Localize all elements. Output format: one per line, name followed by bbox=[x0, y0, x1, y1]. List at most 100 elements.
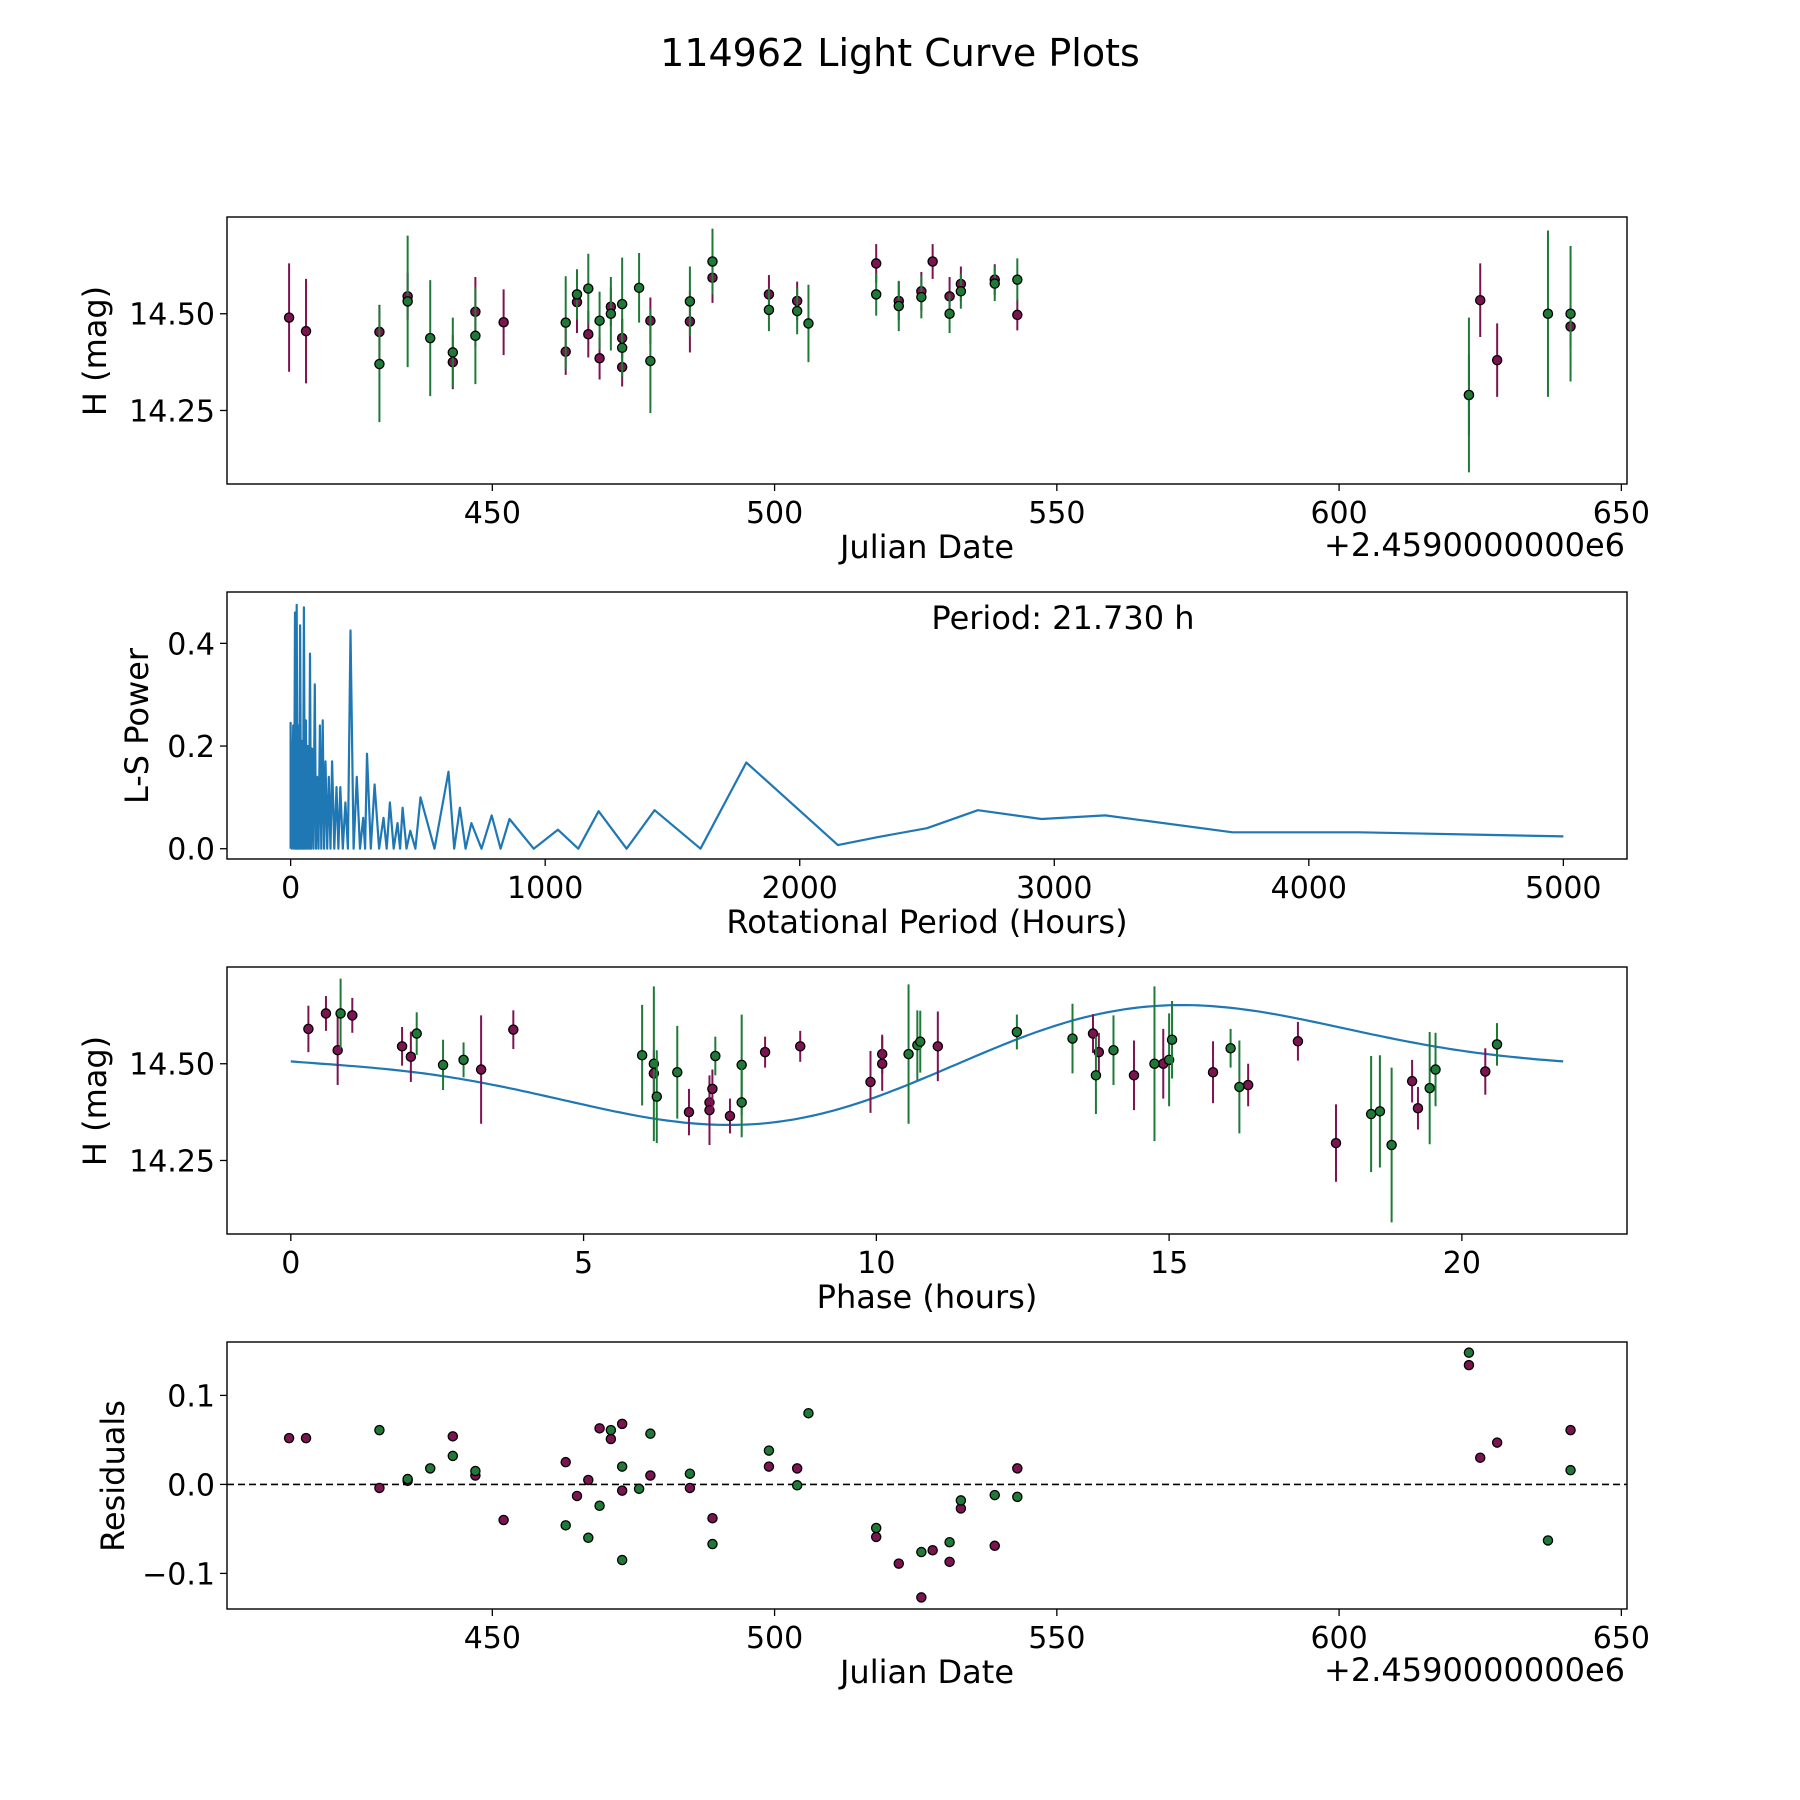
y-tick-label: 14.50 bbox=[129, 1048, 215, 1083]
data-point bbox=[1386, 1139, 1397, 1151]
data-point bbox=[424, 1463, 436, 1474]
data-point bbox=[1542, 308, 1554, 319]
data-point bbox=[1480, 1066, 1491, 1077]
x-tick-label: 5000 bbox=[1525, 871, 1601, 906]
data-point bbox=[283, 312, 295, 323]
data-point bbox=[1491, 1437, 1503, 1448]
data-point bbox=[571, 289, 583, 300]
data-point bbox=[402, 1473, 413, 1485]
data-point bbox=[374, 1482, 385, 1494]
x-tick-label: 2000 bbox=[762, 871, 838, 906]
data-point bbox=[405, 1051, 417, 1063]
data-point bbox=[616, 298, 628, 310]
data-point bbox=[763, 304, 775, 316]
data-point bbox=[707, 1538, 718, 1550]
data-point bbox=[498, 1514, 509, 1526]
phase-fold-panel: Phase (hours) H (mag) 0 5 10 15 20 14.25 14.50 bbox=[76, 966, 1628, 1316]
data-point bbox=[989, 278, 1000, 289]
data-point bbox=[707, 1512, 718, 1524]
data-point bbox=[684, 1468, 696, 1479]
data-point bbox=[763, 1445, 775, 1456]
data-point bbox=[1412, 1102, 1424, 1114]
periodogram-ylabel: L-S Power bbox=[118, 647, 156, 804]
data-point bbox=[759, 1046, 771, 1058]
data-point bbox=[283, 1432, 295, 1444]
data-point bbox=[335, 1008, 346, 1019]
data-point bbox=[1012, 1463, 1023, 1474]
data-point bbox=[1087, 1028, 1099, 1039]
data-point bbox=[794, 1041, 806, 1052]
light-curve-xlabel: Julian Date bbox=[838, 528, 1014, 566]
x-tick-label: 0 bbox=[281, 871, 300, 906]
data-point bbox=[560, 1520, 571, 1531]
data-point bbox=[636, 1049, 648, 1061]
data-point bbox=[893, 1558, 905, 1569]
data-point bbox=[1149, 1058, 1160, 1069]
data-point bbox=[1365, 1108, 1377, 1120]
data-point bbox=[944, 1537, 955, 1548]
data-point bbox=[447, 347, 459, 358]
data-point bbox=[915, 1036, 926, 1047]
data-point bbox=[583, 1474, 594, 1486]
data-point bbox=[803, 318, 814, 329]
data-point bbox=[870, 258, 882, 269]
data-point bbox=[605, 308, 617, 319]
data-point bbox=[1067, 1033, 1078, 1044]
data-point bbox=[865, 1076, 876, 1088]
x-tick-label: 500 bbox=[746, 496, 803, 531]
data-point bbox=[1090, 1070, 1102, 1081]
data-point bbox=[583, 328, 594, 340]
data-point bbox=[402, 296, 413, 307]
phase-fold-ylabel: H (mag) bbox=[76, 1036, 114, 1166]
data-point bbox=[903, 1048, 914, 1060]
data-point bbox=[927, 256, 938, 267]
data-point bbox=[1225, 1043, 1236, 1054]
x-tick-label: 1000 bbox=[507, 871, 583, 906]
data-point bbox=[916, 1546, 927, 1558]
data-point bbox=[616, 1554, 628, 1566]
y-tick-label: 14.25 bbox=[129, 394, 215, 429]
data-point bbox=[594, 352, 605, 364]
data-point bbox=[989, 1540, 1000, 1552]
data-point bbox=[1012, 309, 1023, 321]
data-point bbox=[893, 300, 905, 312]
y-tick-label: −0.1 bbox=[142, 1557, 215, 1592]
data-point bbox=[1012, 1491, 1023, 1503]
x-tick-label: 600 bbox=[1310, 1621, 1367, 1656]
data-point bbox=[710, 1050, 721, 1062]
y-tick-label: 0.0 bbox=[167, 1468, 215, 1503]
data-point bbox=[707, 256, 718, 267]
residuals-offset-label: +2.4590000000e6 bbox=[1324, 1651, 1625, 1689]
light-curve-offset-label: +2.4590000000e6 bbox=[1324, 526, 1625, 564]
phase-fold-xlabel: Phase (hours) bbox=[817, 1278, 1038, 1316]
data-point bbox=[374, 358, 385, 370]
x-tick-label: 450 bbox=[464, 496, 521, 531]
data-point bbox=[870, 1522, 882, 1534]
power-spectrum-line bbox=[289, 603, 1564, 850]
data-point bbox=[672, 1067, 683, 1078]
series-series_b bbox=[374, 228, 1576, 473]
y-tick-label: 14.50 bbox=[129, 298, 215, 333]
data-point bbox=[458, 1054, 469, 1066]
data-point bbox=[645, 1470, 656, 1481]
data-point bbox=[1424, 1082, 1435, 1094]
light-curve-panel: Julian Date +2.4590000000e6 H (mag) 450 5… bbox=[76, 216, 1650, 566]
data-point bbox=[300, 325, 312, 337]
data-point bbox=[927, 1545, 938, 1556]
periodogram-panel: Period: 21.730 h Rotational Period (Hour… bbox=[118, 591, 1628, 941]
data-point bbox=[583, 283, 594, 294]
residuals-ylabel: Residuals bbox=[94, 1400, 132, 1552]
x-tick-label: 550 bbox=[1028, 496, 1085, 531]
x-tick-label: 550 bbox=[1028, 1621, 1085, 1656]
data-point bbox=[1474, 1452, 1486, 1463]
data-point bbox=[724, 1110, 736, 1122]
data-point bbox=[1012, 274, 1023, 285]
data-point bbox=[1108, 1044, 1119, 1056]
data-point bbox=[605, 1433, 617, 1445]
data-point bbox=[989, 1489, 1000, 1501]
y-tick-label: 0.0 bbox=[167, 833, 215, 868]
data-point bbox=[1207, 1067, 1219, 1078]
data-point bbox=[944, 308, 955, 319]
